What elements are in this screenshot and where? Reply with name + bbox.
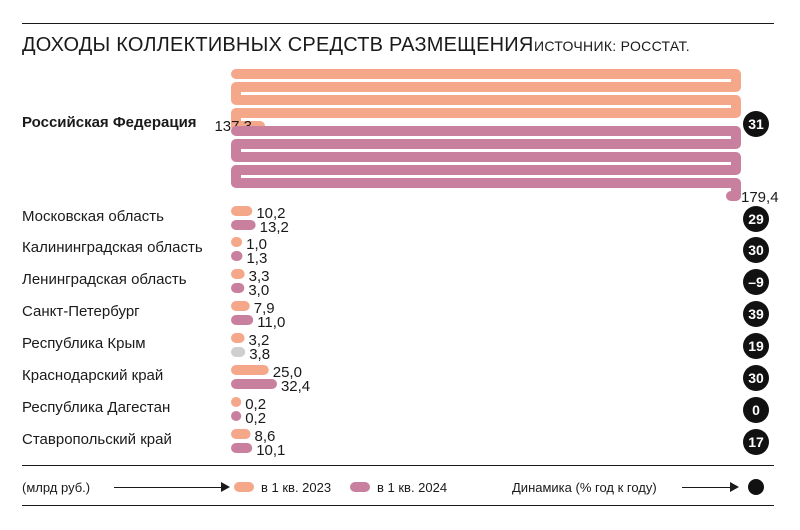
dynamics-badge-row-8-circle [743,429,769,455]
bar-2023-row-1 [231,206,253,216]
dynamics-badge-row-4-circle [743,301,769,327]
legend: (млрд руб.) в 1 кв. 2023 в 1 кв. 2024 Ди… [22,476,774,500]
value-label-2024-russia: 179,4 [741,189,779,206]
dynamics-badge-row-6-circle [743,365,769,391]
value-label-2023-row-1: 10,2 [256,205,285,222]
row-label-1: Московская область [22,208,164,225]
row-label-4: Санкт-Петербург [22,303,140,320]
top-rule [22,23,774,24]
row-label-2: Калининградская область [22,239,203,256]
bar-2024-row-1 [231,220,256,230]
bar-2023-row-3 [231,269,245,279]
row-label-5: Республика Крым [22,335,146,352]
legend-swatch-2023 [234,482,254,492]
legend-unit: (млрд руб.) [22,480,91,495]
legend-arrow-line [114,487,222,488]
value-label-2023-row-8: 8,6 [255,428,276,445]
bar-2024-russia [231,126,741,201]
value-label-2023-row-3: 3,3 [249,268,270,285]
bottom-rule [22,505,774,506]
bar-2023-row-2 [231,237,243,247]
source-note: ИСТОЧНИК: РОССТАТ. [534,38,690,54]
bar-2023-row-5 [231,333,245,343]
chart-title: ДОХОДЫ КОЛЛЕКТИВНЫХ СРЕДСТВ РАЗМЕЩЕНИЯ [22,34,534,56]
dynamics-badge-row-4-value: 39 [748,306,764,322]
row-label-russia: Российская Федерация [22,114,197,131]
dynamics-badge-russia-circle [743,111,769,137]
legend-label-2023: в 1 кв. 2023 [261,480,332,495]
legend-dynamics-arrow-head [730,482,739,492]
bar-2024-row-4 [231,315,254,325]
value-label-2023-row-7: 0,2 [245,396,266,413]
legend-dynamics-dot [748,479,764,495]
row-label-8: Ставропольский край [22,431,172,448]
value-label-2024-row-1: 13,2 [260,219,289,236]
value-label-2023-row-2: 1,0 [246,236,267,253]
dynamics-badge-row-3-value: –9 [748,274,764,290]
bar-2023-row-6 [231,365,269,375]
bar-2024-row-2 [231,251,243,261]
dynamics-badge-row-5-circle [743,333,769,359]
value-label-2024-row-2: 1,3 [246,250,267,267]
bar-2024-row-7 [231,411,242,421]
legend-dynamics-label: Динамика (% год к году) [512,480,657,495]
dynamics-badge-russia-value: 31 [748,116,764,132]
bar-2024-row-8 [231,443,253,453]
value-label-2024-row-8: 10,1 [256,442,285,459]
legend-swatch-2024 [350,482,370,492]
legend-arrow-head [221,482,230,492]
bar-2023-row-4 [231,301,250,311]
row-label-7: Республика Дагестан [22,399,170,416]
row-label-6: Краснодарский край [22,367,163,384]
dynamics-badge-row-5-value: 19 [748,338,764,354]
value-label-2024-row-7: 0,2 [245,410,266,427]
bar-2024-row-5 [231,347,246,357]
dynamics-badge-row-1-value: 29 [748,211,764,227]
dynamics-badge-row-7-circle [743,397,769,423]
legend-top-rule [22,465,774,466]
legend-label-2024: в 1 кв. 2024 [377,480,448,495]
value-label-2023-row-6: 25,0 [273,364,302,381]
dynamics-badge-row-7-value: 0 [752,402,760,418]
value-label-2024-row-5: 3,8 [249,346,270,363]
value-label-2024-row-6: 32,4 [281,378,310,395]
dynamics-badge-row-2-circle [743,237,769,263]
value-label-2024-row-3: 3,0 [248,282,269,299]
row-label-3: Ленинградская область [22,271,187,288]
bar-2023-row-8 [231,429,251,439]
bar-2023-russia [231,69,741,131]
bar-2024-row-6 [231,379,277,389]
value-label-2023-row-4: 7,9 [254,300,275,317]
dynamics-badge-row-6-value: 30 [748,370,764,386]
dynamics-badge-row-3-circle [743,269,769,295]
value-label-2024-row-4: 11,0 [257,314,285,331]
value-label-2023-row-5: 3,2 [249,332,270,349]
bar-chart: Российская Федерация 137,3179,431Московск… [22,69,779,459]
dynamics-badge-row-2-value: 30 [748,242,764,258]
dynamics-badge-row-8-value: 17 [748,434,764,450]
bar-2024-row-3 [231,283,245,293]
dynamics-badge-row-1-circle [743,206,769,232]
legend-dynamics-arrow-line [682,487,732,488]
bar-2023-row-7 [231,397,242,407]
